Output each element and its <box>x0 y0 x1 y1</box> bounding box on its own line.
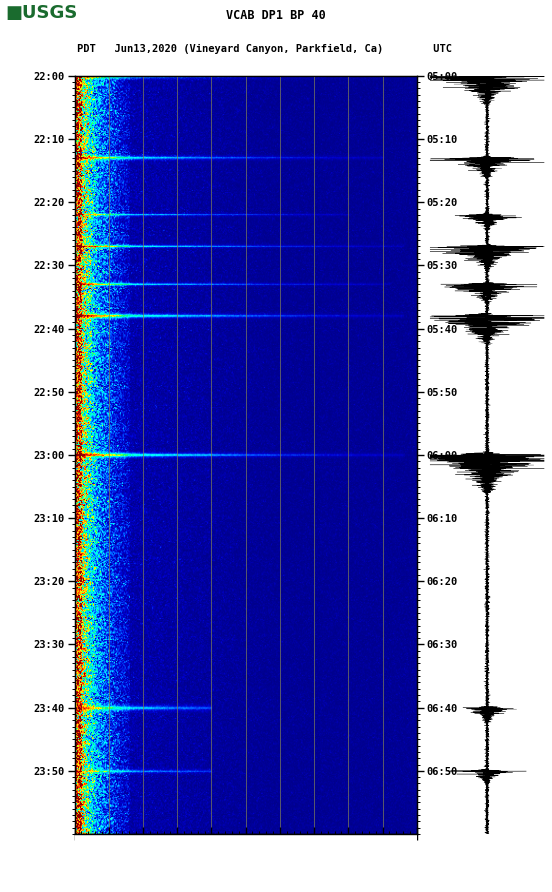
Text: VCAB DP1 BP 40: VCAB DP1 BP 40 <box>226 9 326 22</box>
Text: PDT   Jun13,2020 (Vineyard Canyon, Parkfield, Ca)        UTC: PDT Jun13,2020 (Vineyard Canyon, Parkfie… <box>77 44 453 54</box>
Text: ■USGS: ■USGS <box>6 4 78 21</box>
